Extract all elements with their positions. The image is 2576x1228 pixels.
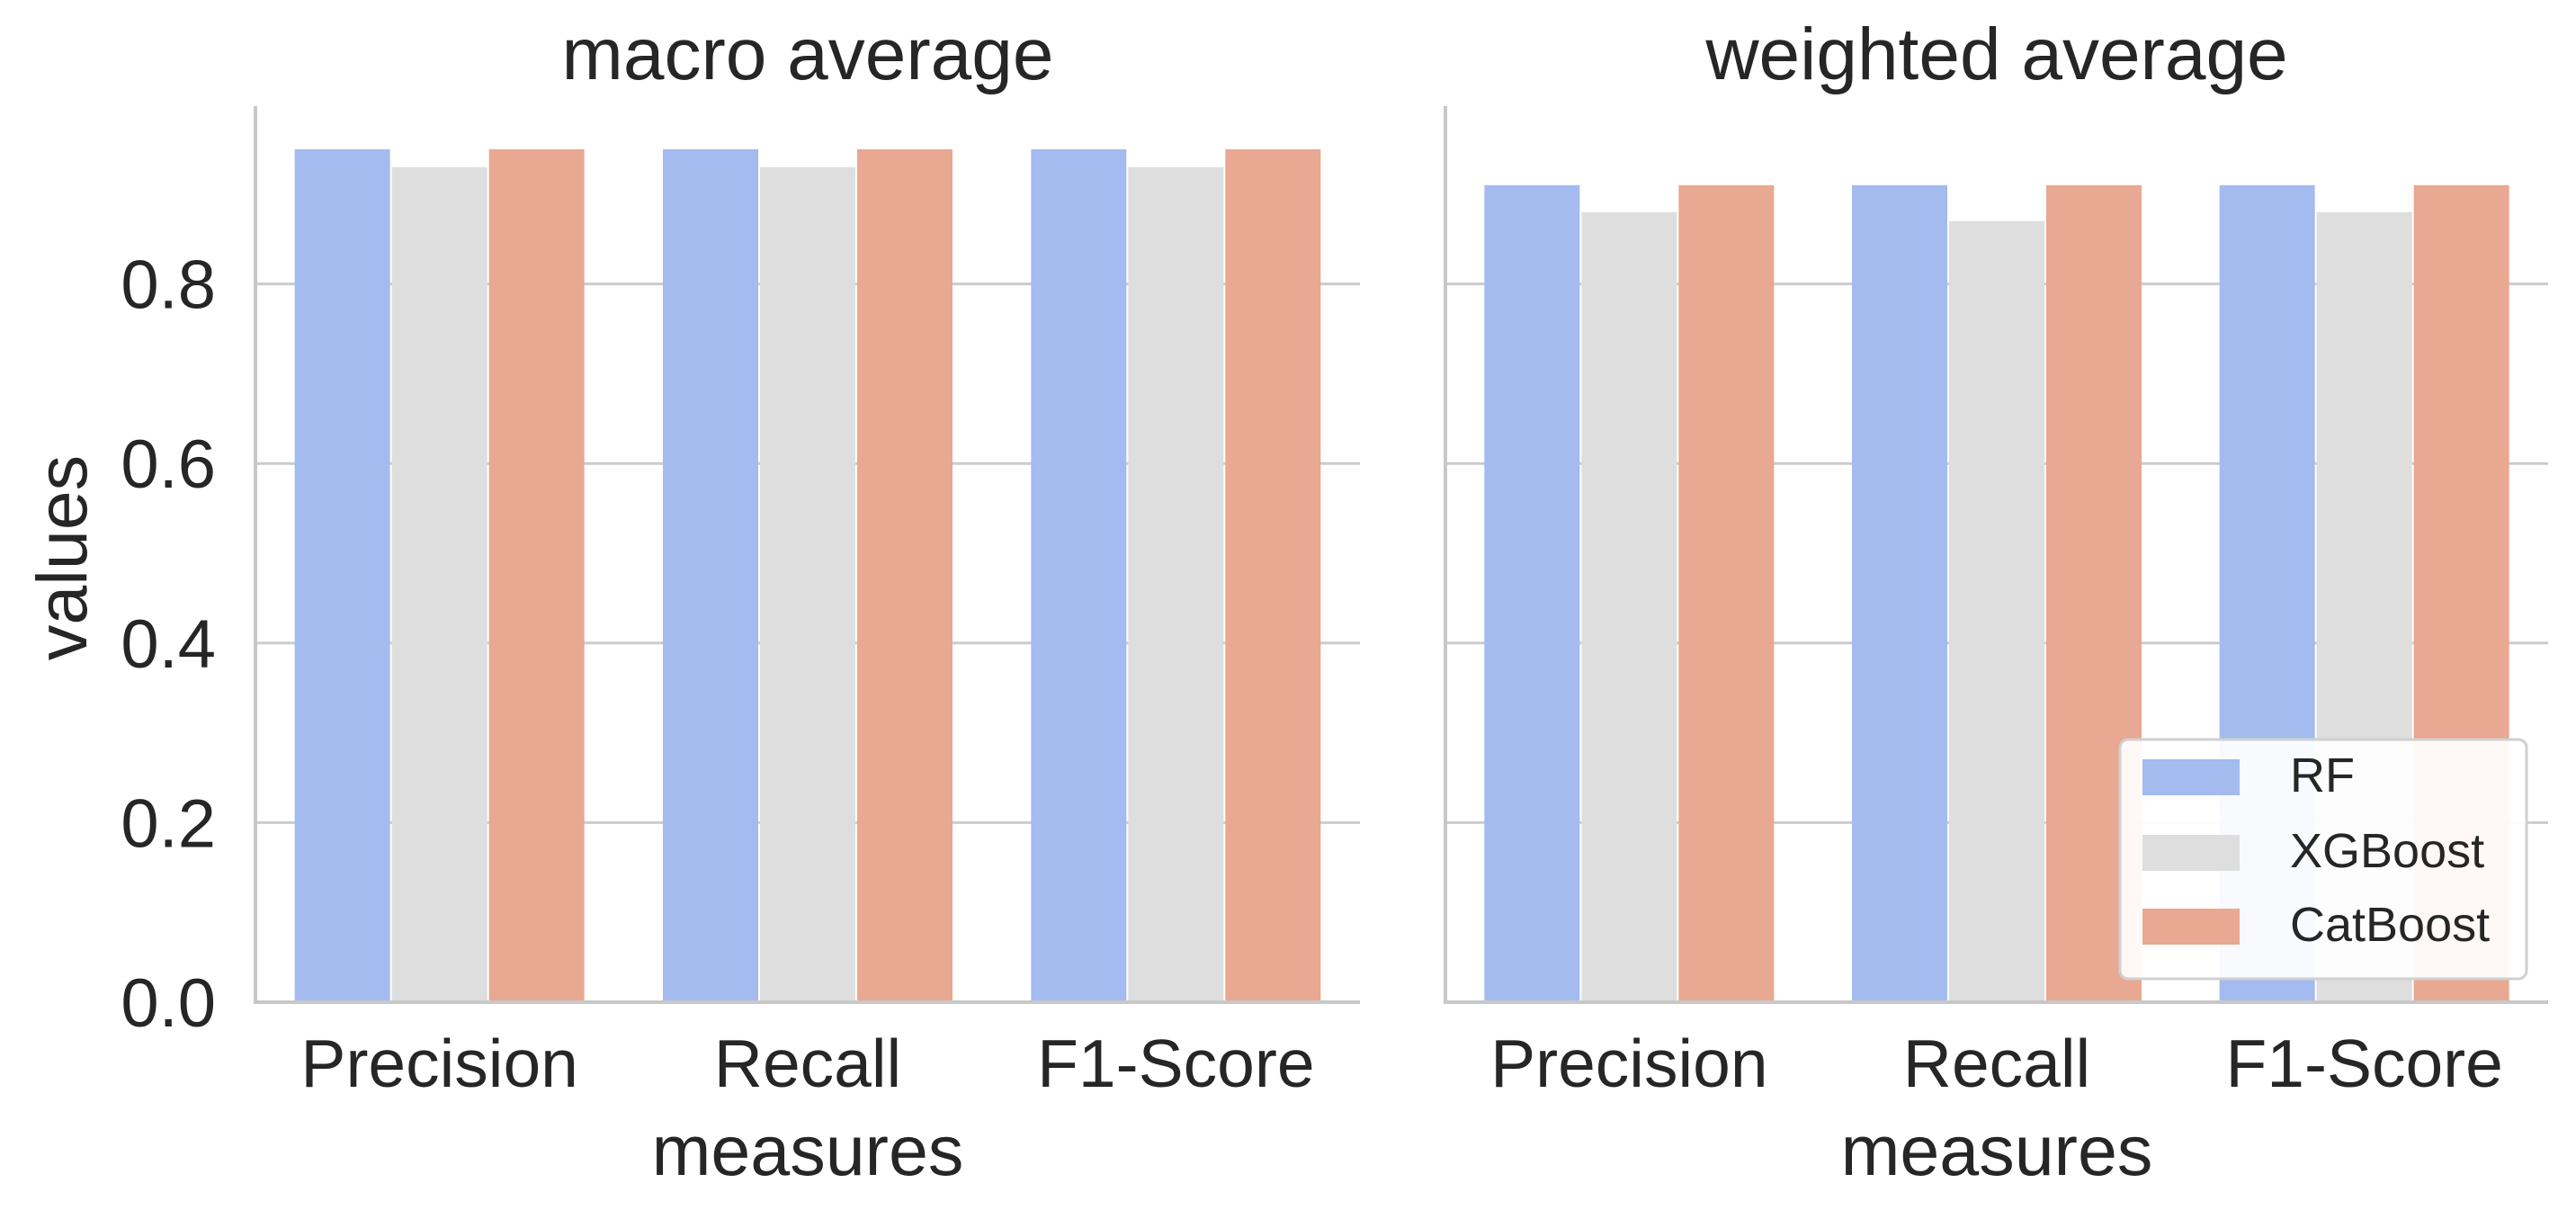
bar-xgboost-precision [391, 166, 487, 1003]
x-axis-label: measures [652, 1110, 964, 1190]
legend-label: RF [2290, 748, 2355, 802]
x-tick-label: F1-Score [1037, 1026, 1314, 1101]
bar-xgboost-recall [1949, 220, 2044, 1003]
legend: RF XGBoost CatBoost [2118, 738, 2528, 981]
legend-swatch-xgboost [2142, 835, 2240, 871]
legend-swatch-rf [2142, 759, 2240, 795]
y-tick-label: 0.8 [121, 247, 216, 324]
x-tick-label: Recall [1903, 1026, 2090, 1101]
x-tick-label: Precision [1490, 1026, 1767, 1101]
bar-catboost-recall [857, 148, 953, 1002]
chart-panel-0: Precision Recall F1-Score measures macro ave… [22, 13, 1360, 1190]
y-tick-label: 0.0 [121, 965, 216, 1042]
legend-label: XGBoost [2290, 824, 2484, 878]
legend-label: CatBoost [2290, 898, 2490, 952]
bar-rf-recall [663, 148, 758, 1002]
chart-panel-1: Precision Recall F1-Score measures weighted … [1444, 13, 2548, 1190]
bar-xgboost-f1-score [1128, 166, 1224, 1003]
bar-xgboost-recall [760, 166, 855, 1003]
chart-title: macro average [562, 13, 1054, 95]
bar-rf-precision [1484, 184, 1580, 1002]
y-tick-label: 0.4 [121, 606, 216, 683]
y-axis-label: values [22, 455, 102, 660]
x-tick-label: Recall [714, 1026, 901, 1101]
legend-swatch-catboost [2142, 909, 2240, 945]
y-tick-label: 0.2 [121, 785, 216, 862]
chart-title: weighted average [1704, 13, 2287, 95]
bar-xgboost-precision [1581, 211, 1677, 1002]
bar-rf-precision [294, 148, 390, 1002]
x-axis-label: measures [1841, 1110, 2153, 1190]
bar-catboost-f1-score [1225, 148, 1321, 1002]
y-tick-label: 0.6 [121, 426, 216, 503]
x-tick-label: Precision [300, 1026, 577, 1101]
x-tick-label: F1-Score [2225, 1026, 2502, 1101]
bar-rf-recall [1852, 184, 1947, 1002]
bar-catboost-precision [488, 148, 585, 1002]
bar-rf-f1-score [1031, 148, 1127, 1002]
bar-catboost-precision [1678, 184, 1775, 1002]
